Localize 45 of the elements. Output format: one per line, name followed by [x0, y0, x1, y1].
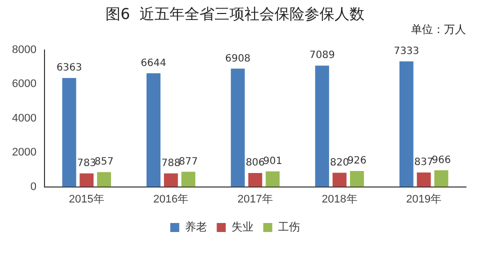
bar: [350, 170, 364, 187]
data-label: 966: [432, 154, 451, 166]
chart-title: 图6 近五年全省三项社会保险参保人数: [105, 4, 365, 23]
data-label: 806: [246, 158, 265, 169]
bar: [181, 172, 196, 187]
x-tick-label: 2018年: [322, 193, 358, 206]
y-tick-label: 4000: [12, 112, 36, 124]
bar: [164, 173, 178, 187]
text: 单位：万人: [411, 22, 466, 37]
data-label: 788: [161, 158, 180, 169]
bar: [315, 66, 330, 187]
bar: [416, 172, 431, 187]
x-tick-label: 2016年: [153, 193, 189, 206]
legend-label: 养老: [184, 220, 207, 234]
legend-label: 失业: [231, 220, 254, 234]
bar: [80, 173, 94, 187]
data-label: 6908: [225, 53, 251, 64]
bar: [146, 73, 160, 187]
y-tick-label: 0: [30, 180, 36, 193]
data-label: 6363: [56, 62, 82, 74]
bar: [434, 170, 448, 187]
data-label: 820: [330, 157, 350, 168]
data-label: 7333: [394, 46, 420, 57]
data-label: 783: [77, 158, 96, 170]
x-tick-label: 2017年: [237, 193, 273, 206]
y-tick-label: 6000: [12, 78, 36, 90]
bar: [248, 173, 262, 187]
data-label: 857: [94, 156, 114, 168]
bar: [399, 61, 414, 187]
data-label: 926: [347, 156, 367, 167]
bar: [97, 172, 112, 187]
data-label: 901: [263, 156, 282, 167]
data-label: 877: [178, 156, 198, 168]
bar: [62, 78, 76, 187]
bar: [230, 68, 245, 187]
data-label: 837: [414, 157, 434, 168]
data-label: 7089: [309, 50, 335, 62]
bar: [332, 172, 347, 187]
x-tick-label: 2019年: [406, 193, 442, 206]
bar: [266, 171, 280, 187]
legend-label: 工伤: [278, 222, 300, 234]
data-label: 6644: [140, 58, 166, 69]
y-tick-label: 8000: [12, 44, 36, 56]
x-tick-label: 2015年: [68, 193, 104, 206]
y-tick-label: 2000: [12, 146, 36, 159]
